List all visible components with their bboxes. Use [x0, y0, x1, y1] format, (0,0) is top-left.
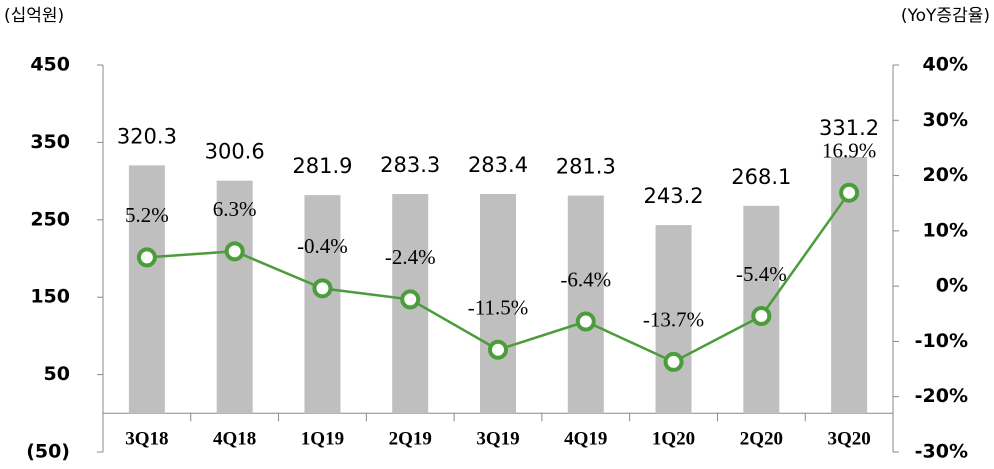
bar-value-label: 283.4 — [468, 153, 528, 177]
y-tick-label: 150 — [30, 286, 70, 308]
y-tick-label: 250 — [30, 208, 70, 230]
y2-tick-label: -10% — [915, 330, 968, 352]
line-marker — [488, 339, 508, 360]
bar — [567, 195, 604, 414]
line-value-label: 5.2% — [125, 203, 169, 227]
line-marker — [136, 247, 157, 268]
line-value-label: 16.9% — [822, 139, 876, 163]
x-tick-label: 3Q18 — [125, 428, 168, 449]
bar — [304, 195, 341, 414]
x-tick-label: 3Q19 — [476, 428, 519, 449]
line-marker — [751, 305, 772, 326]
y2-tick-label: 10% — [923, 219, 968, 241]
line-marker — [663, 351, 684, 372]
bar-value-label: 283.3 — [380, 153, 440, 177]
x-tick-label: 1Q19 — [301, 428, 344, 449]
line-value-label: 6.3% — [213, 197, 257, 221]
bar-value-label: 281.9 — [292, 154, 352, 178]
y2-unit: (YoY증감율) — [901, 6, 990, 26]
y2-tick-label: 40% — [923, 54, 968, 76]
bar-value-label: 300.6 — [205, 140, 265, 164]
x-tick-label: 4Q18 — [213, 428, 256, 449]
x-tick-label: 3Q20 — [827, 428, 870, 449]
bar-value-label: 268.1 — [731, 165, 791, 189]
bar — [655, 225, 692, 414]
line-marker — [839, 182, 860, 203]
line-marker — [400, 289, 421, 310]
y2-tick-label: 20% — [923, 164, 968, 186]
line-marker — [575, 311, 596, 332]
x-tick-label: 4Q19 — [564, 428, 607, 449]
line-value-label: -13.7% — [643, 308, 704, 332]
line-value-label: -11.5% — [468, 296, 528, 320]
y-tick-label: (50) — [26, 441, 70, 463]
y2-tick-label: 30% — [923, 109, 968, 131]
line-value-label: -0.4% — [297, 234, 348, 258]
bar — [480, 193, 516, 414]
x-tick-label: 2Q19 — [389, 428, 432, 449]
y2-tick-label: -20% — [915, 385, 968, 407]
y-tick-label: 350 — [30, 131, 70, 153]
bar — [216, 180, 253, 414]
line-marker — [312, 278, 333, 299]
bar-value-label: 243.2 — [643, 184, 703, 208]
x-tick-label: 2Q20 — [740, 428, 783, 449]
line-value-label: -6.4% — [560, 267, 611, 291]
y2-tick-label: -30% — [915, 441, 968, 463]
bar-value-label: 331.2 — [819, 116, 879, 140]
y-unit: (십억원) — [4, 6, 64, 26]
line-value-label: -2.4% — [385, 245, 436, 269]
line-value-label: -5.4% — [736, 262, 787, 286]
y2-tick-label: 0% — [936, 275, 968, 297]
bar-value-label: 281.3 — [556, 155, 616, 179]
y-tick-label: 50 — [44, 363, 70, 385]
bar — [128, 165, 165, 414]
bar-value-label: 320.3 — [117, 124, 177, 148]
x-tick-label: 1Q20 — [652, 428, 695, 449]
y-tick-label: 450 — [30, 54, 70, 76]
line-marker — [224, 241, 245, 262]
